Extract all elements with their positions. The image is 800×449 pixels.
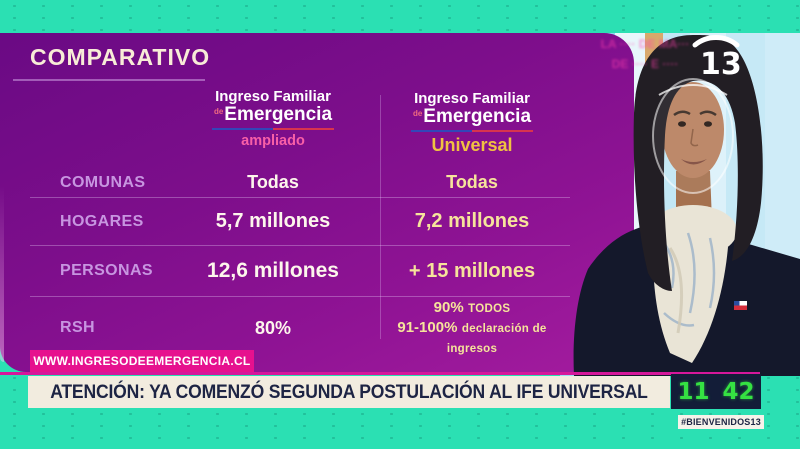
svg-text:13: 13 [700, 47, 742, 79]
row-label: COMUNAS [60, 173, 146, 191]
comparison-table: COMUNAS Todas Todas HOGARES 5,7 millones… [30, 168, 570, 359]
comparison-panel: COMPARATIVO Ingreso Familiar deEmergenci… [0, 33, 634, 372]
panel-title: COMPARATIVO [30, 44, 211, 70]
news-ticker: ATENCIÓN: YA COMENZÓ SEGUNDA POSTULACIÓN… [28, 376, 670, 408]
ife-brand-line1: Ingreso Familiar [215, 88, 331, 105]
column-header-ife-ampliado: Ingreso Familiar deEmergencia ampliado [172, 89, 374, 149]
value-universal: 7,2 millones [414, 210, 530, 232]
ife-brand-de: de [412, 108, 423, 118]
ife-brand-de: de [213, 106, 224, 116]
title-underline [13, 79, 205, 81]
value-ampliado: 5,7 millones [215, 210, 331, 232]
flag-rule [212, 127, 334, 130]
promo-watermark: LA ···· DE MA··· DE ···· E ···· [585, 34, 705, 75]
table-row-comunas: COMUNAS Todas Todas [30, 168, 570, 198]
row-label: RSH [60, 319, 95, 336]
value-ampliado: 12,6 millones [207, 259, 339, 282]
website-url: WWW.INGRESODEEMERGENCIA.CL [33, 354, 251, 368]
flag-rule [411, 129, 533, 132]
ife-brand-line2: deEmergencia [213, 103, 333, 125]
table-row-personas: PERSONAS 12,6 millones + 15 millones [30, 246, 570, 297]
hashtag-text: #BIENVENIDOS13 [681, 417, 761, 427]
clock-minute: 42 [722, 378, 755, 405]
ife-brand-line2: deEmergencia [412, 105, 532, 127]
value-universal: Todas [446, 172, 498, 192]
chile-flag-pin [734, 301, 747, 310]
guest-woman [573, 35, 800, 376]
channel-13-logo: 13 [692, 35, 742, 79]
variant-ampliado: ampliado [241, 132, 305, 149]
value-ampliado: 80% [254, 317, 292, 338]
row-label: HOGARES [60, 212, 144, 230]
value-ampliado: Todas [247, 172, 299, 192]
onscreen-clock: 11 42 [671, 374, 761, 409]
value-universal: 90% TODOS 91-100% declaración de ingreso… [397, 299, 547, 355]
table-row-rsh: RSH 80% 90% TODOS 91-100% declaración de… [30, 297, 570, 359]
promo-watermark-line2: DE ···· E ···· [611, 57, 679, 72]
website-url-plate: WWW.INGRESODEEMERGENCIA.CL [30, 350, 254, 372]
clock-hour: 11 [677, 378, 710, 405]
value-universal: + 15 millones [408, 259, 536, 282]
ticker-text: ATENCIÓN: YA COMENZÓ SEGUNDA POSTULACIÓN… [50, 380, 648, 403]
lower-third-accent-line [0, 372, 760, 375]
row-label: PERSONAS [60, 262, 153, 279]
table-row-hogares: HOGARES 5,7 millones 7,2 millones [30, 198, 570, 246]
column-divider [380, 95, 381, 339]
promo-watermark-line1: LA ···· DE MA··· [600, 37, 690, 51]
variant-universal: Universal [431, 134, 513, 155]
hashtag-badge: #BIENVENIDOS13 [678, 415, 764, 429]
column-header-ife-universal: Ingreso Familiar deEmergencia Universal [374, 91, 570, 155]
ife-brand-line1: Ingreso Familiar [414, 90, 530, 107]
